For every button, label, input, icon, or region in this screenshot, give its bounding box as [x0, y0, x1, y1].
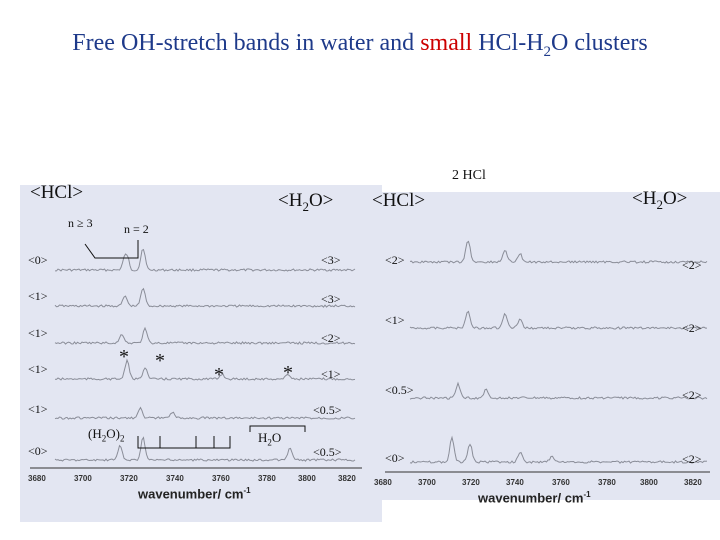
title-highlight: small	[420, 30, 473, 56]
left-label-right-1: <3>	[321, 292, 341, 306]
dimer-label: (H2O)2	[88, 426, 125, 444]
left-xtick: 3820	[338, 474, 356, 483]
left-label-left-5: <0>	[28, 444, 48, 458]
left-spectra-panel	[20, 185, 382, 522]
asterisk-marker: *	[214, 364, 224, 386]
right-label-right-0: <2>	[682, 258, 702, 272]
right-xlabel: wavenumber/ cm-1	[478, 490, 591, 506]
left-label-left-4: <1>	[28, 402, 48, 416]
right-spectra-panel	[374, 192, 720, 500]
right-label-left-2: <0.5>	[385, 383, 414, 397]
left-h2o-header: <H2O>	[278, 190, 334, 214]
right-xtick: 3800	[640, 478, 658, 487]
left-label-left-2: <1>	[28, 326, 48, 340]
right-label-left-3: <0>	[385, 451, 405, 465]
left-spectrum-trace	[54, 406, 356, 420]
left-label-right-3: <1>	[321, 367, 341, 381]
right-2hcl-header: 2 HCl	[452, 168, 486, 183]
left-xtick: 3720	[120, 474, 138, 483]
left-xlabel: wavenumber/ cm-1	[138, 486, 251, 502]
right-xtick: 3820	[684, 478, 702, 487]
left-xtick: 3700	[74, 474, 92, 483]
right-xtick: 3700	[418, 478, 436, 487]
left-spectrum-trace	[54, 436, 356, 462]
left-label-left-0: <0>	[28, 253, 48, 267]
right-h2o-header: <H2O>	[632, 188, 688, 212]
left-spectrum-trace	[54, 287, 356, 308]
right-label-left-0: <2>	[385, 253, 405, 267]
asterisk-marker: *	[119, 346, 129, 368]
left-label-right-4: <0.5>	[313, 403, 342, 417]
right-spectrum-trace	[409, 240, 708, 264]
left-spectrum-trace	[55, 248, 356, 272]
left-spectrum-trace	[54, 326, 356, 345]
n3-bracket	[84, 240, 139, 259]
left-label-right-5: <0.5>	[313, 445, 342, 459]
right-hcl-header: <HCl>	[372, 190, 426, 211]
right-spectrum-trace	[409, 381, 708, 400]
dimer-bracket	[137, 436, 231, 449]
right-xtick: 3740	[506, 478, 524, 487]
n-eq2-label: n = 2	[124, 222, 149, 236]
monomer-label: H2O	[258, 430, 282, 448]
left-hcl-header: <HCl>	[30, 182, 84, 203]
left-label-right-2: <2>	[321, 331, 341, 345]
asterisk-marker: *	[283, 362, 293, 384]
right-label-left-1: <1>	[385, 313, 405, 327]
left-xtick: 3740	[166, 474, 184, 483]
left-label-left-3: <1>	[28, 362, 48, 376]
left-xtick: 3760	[212, 474, 230, 483]
right-xtick: 3760	[552, 478, 570, 487]
right-traces	[409, 240, 708, 464]
right-spectrum-trace	[409, 435, 708, 464]
slide-title: Free OH-stretch bands in water and small…	[72, 30, 648, 60]
left-traces	[54, 248, 356, 462]
right-xtick: 3720	[462, 478, 480, 487]
left-xtick: 3780	[258, 474, 276, 483]
left-label-left-1: <1>	[28, 289, 48, 303]
right-xtick: 3680	[374, 478, 392, 487]
monomer-bracket	[249, 425, 306, 432]
right-spectrum-trace	[409, 310, 707, 330]
left-xtick: 3800	[298, 474, 316, 483]
asterisk-marker: *	[155, 350, 165, 372]
n-ge3-label: n ≥ 3	[68, 216, 93, 230]
left-label-right-0: <3>	[321, 253, 341, 267]
right-label-right-3: <2>	[682, 452, 702, 466]
left-spectrum-trace	[54, 358, 356, 381]
right-label-right-1: <2>	[682, 321, 702, 335]
right-label-right-2: <2>	[682, 388, 702, 402]
right-xtick: 3780	[598, 478, 616, 487]
left-xtick: 3680	[28, 474, 46, 483]
